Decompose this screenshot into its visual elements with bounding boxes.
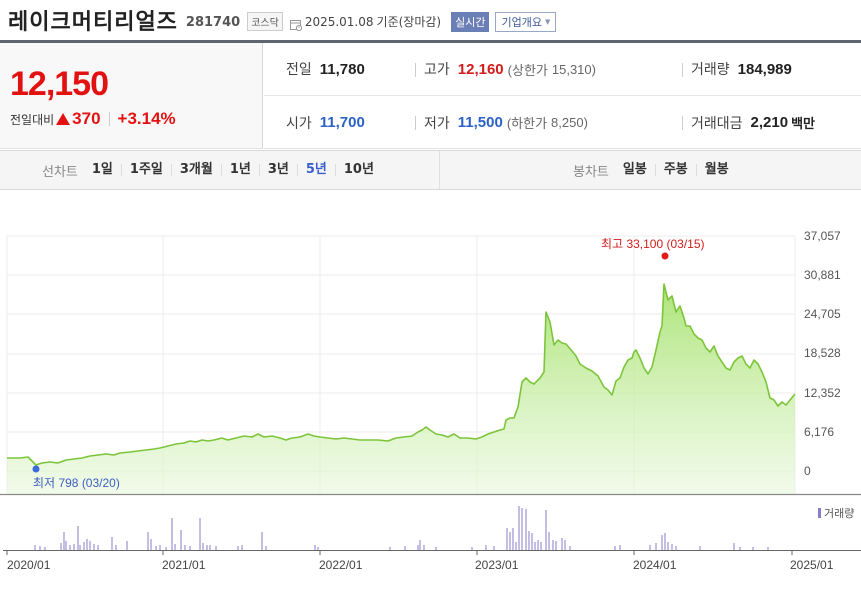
candle-chart-label: 봉차트: [573, 164, 609, 180]
open-value: 11,700: [319, 114, 365, 131]
quote-details: 전일 11,780 고가 12,160 (상한가 15,310) 거래량 184…: [264, 43, 861, 149]
y-tick: 18,528: [804, 346, 841, 360]
period-1w[interactable]: 1주일: [120, 163, 171, 176]
trade-value-label: 거래대금: [691, 114, 743, 131]
open-label: 시가: [286, 114, 312, 131]
line-chart-label: 선차트: [42, 164, 78, 180]
max-marker: [661, 252, 669, 260]
x-tick: 2022/01: [319, 558, 363, 572]
min-annotation: 최저 798 (03/20): [33, 474, 120, 491]
chart-canvas: [0, 235, 861, 555]
x-tick: 2025/01: [790, 558, 834, 572]
change-percent: +3.14%: [117, 109, 176, 128]
candle-weekly[interactable]: 주봉: [654, 163, 696, 176]
quote-row-2: 시가 11,700 저가 11,500 (하한가 8,250) 거래대금 2,2…: [264, 96, 861, 149]
change-value: 370: [72, 109, 101, 128]
low-label: 저가: [424, 114, 450, 131]
volume-legend-label: 거래량: [824, 507, 855, 520]
as-of-suffix: 기준(장마감): [376, 15, 442, 29]
prev-close-value: 11,780: [319, 60, 365, 78]
y-tick: 37,057: [804, 229, 841, 243]
divider: [682, 116, 683, 130]
period-1d[interactable]: 1일: [91, 162, 113, 177]
period-1y[interactable]: 1년: [220, 163, 259, 176]
x-tick: 2021/01: [162, 558, 206, 572]
up-triangle-icon: [56, 113, 71, 125]
divider: [415, 63, 416, 77]
max-date: (03/15): [666, 237, 705, 251]
divider: [439, 151, 440, 189]
volume-bars: [34, 506, 769, 550]
max-label: 최고: [601, 237, 624, 251]
high-label: 고가: [424, 61, 450, 77]
trade-value-amount: 2,210: [750, 114, 789, 131]
y-tick: 30,881: [804, 268, 841, 282]
chart-period-bar: 선차트 1일 1주일 3개월 1년 3년 5년 10년 봉차트 일봉 주봉 월봉: [0, 150, 861, 190]
candle-daily[interactable]: 일봉: [622, 162, 647, 177]
quote-row-1: 전일 11,780 고가 12,160 (상한가 15,310) 거래량 184…: [264, 43, 861, 96]
trade-value: 거래대금 2,210 백만: [691, 113, 815, 133]
divider: [682, 63, 683, 77]
low-value: 11,500: [457, 114, 503, 131]
x-axis-ticks: [6, 550, 793, 555]
open-price: 시가 11,700: [286, 113, 365, 133]
calendar-icon: [289, 16, 302, 31]
divider: [108, 112, 110, 126]
company-overview-dropdown[interactable]: 기업개요 ▼: [495, 11, 557, 32]
current-price: 12,150: [10, 65, 109, 103]
change-label: 전일대비: [10, 112, 55, 127]
divider: [415, 116, 416, 130]
period-3y[interactable]: 3년: [258, 163, 297, 176]
y-tick: 24,705: [804, 307, 841, 321]
title-bar: 레이크머티리얼즈 281740 코스닥 2025.01.08 기준(장마감) 실…: [0, 0, 861, 40]
max-annotation: 최고 33,100 (03/15): [601, 235, 705, 252]
upper-limit-label: (상한가: [507, 62, 548, 78]
high-price: 고가 12,160 (상한가 15,310): [424, 59, 596, 79]
volume-swatch: [818, 508, 821, 518]
realtime-button[interactable]: 실시간: [451, 11, 490, 32]
period-10y[interactable]: 10년: [334, 163, 382, 176]
period-5y[interactable]: 5년: [296, 163, 335, 176]
stock-name: 레이크머티리얼즈: [8, 10, 178, 35]
line-chart-periods: 선차트 1일 1주일 3개월 1년 3년 5년 10년: [42, 151, 382, 189]
price-summary: 12,150 전일대비 370 +3.14%: [0, 43, 263, 149]
company-overview-label: 기업개요: [501, 15, 542, 29]
price-chart[interactable]: 37,057 30,881 24,705 18,528 12,352 6,176…: [0, 190, 861, 589]
y-tick: 12,352: [804, 386, 841, 400]
x-tick: 2020/01: [7, 558, 51, 572]
max-value: 33,100: [626, 237, 664, 251]
caret-down-icon: ▼: [544, 17, 551, 26]
lower-limit-value: 8,250): [551, 115, 588, 130]
candle-chart-periods: 봉차트 일봉 주봉 월봉: [573, 151, 737, 189]
as-of-date: 2025.01.08: [304, 14, 374, 29]
prev-close-label: 전일: [286, 61, 312, 77]
high-value: 12,160: [457, 60, 504, 78]
min-label: 최저: [33, 476, 56, 490]
min-date: (03/20): [81, 476, 120, 490]
min-marker: [32, 465, 40, 473]
candle-monthly[interactable]: 월봉: [695, 163, 737, 176]
min-value: 798: [58, 476, 79, 490]
prev-close: 전일 11,780: [286, 59, 365, 79]
price-line: [7, 283, 796, 466]
period-3m[interactable]: 3개월: [170, 163, 221, 176]
change-row: 전일대비 370 +3.14%: [10, 109, 176, 129]
lower-limit-label: (하한가: [506, 116, 548, 131]
trade-value-unit: 백만: [791, 116, 815, 131]
y-tick: 6,176: [804, 425, 835, 439]
x-tick: 2024/01: [633, 558, 677, 572]
volume-label: 거래량: [691, 61, 730, 77]
price-area: [7, 284, 795, 494]
upper-limit-value: 15,310): [551, 61, 596, 77]
x-tick: 2023/01: [475, 558, 519, 572]
volume: 거래량 184,989: [691, 59, 792, 79]
y-tick: 0: [804, 464, 811, 478]
stock-code: 281740: [185, 14, 241, 30]
market-badge: 코스닥: [247, 12, 283, 31]
volume-legend: 거래량: [818, 505, 854, 521]
volume-value: 184,989: [737, 60, 792, 78]
low-price: 저가 11,500 (하한가 8,250): [424, 113, 588, 133]
header-divider: [0, 40, 861, 43]
